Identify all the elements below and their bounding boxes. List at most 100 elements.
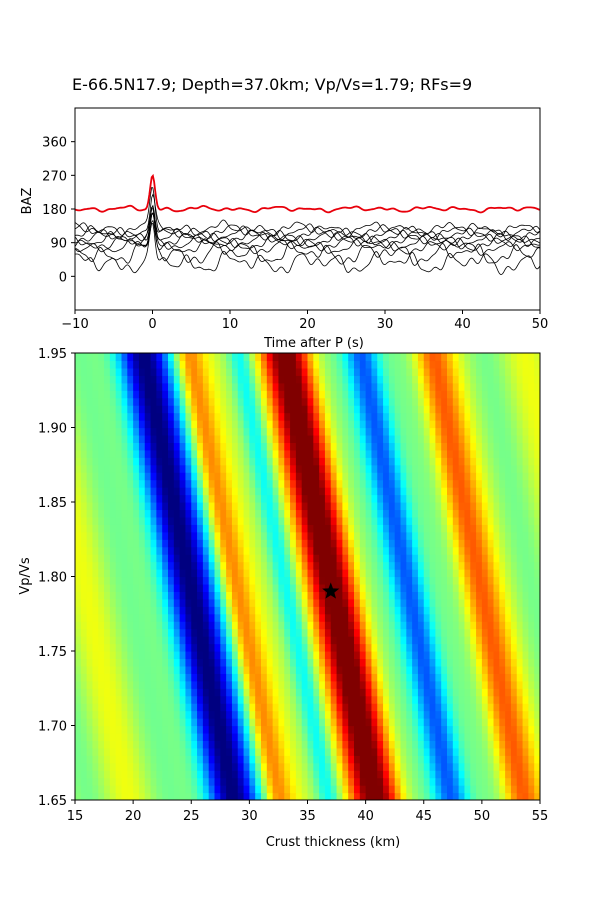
hk-cell bbox=[319, 531, 326, 540]
hk-cell bbox=[191, 747, 198, 756]
hk-cell bbox=[266, 740, 274, 749]
hk-cell bbox=[104, 464, 111, 473]
hk-cell bbox=[220, 777, 227, 786]
hk-cell bbox=[394, 397, 402, 406]
hk-cell bbox=[383, 524, 390, 533]
hk-cell bbox=[458, 427, 466, 436]
hk-cell bbox=[354, 747, 361, 756]
hk-cell bbox=[417, 628, 425, 637]
hk-cell bbox=[365, 636, 373, 645]
hk-cell bbox=[98, 434, 105, 443]
hk-cell bbox=[429, 479, 436, 488]
hk-cell bbox=[75, 546, 82, 555]
hk-cell bbox=[354, 509, 361, 518]
hk-cell bbox=[191, 382, 198, 391]
hk-cell bbox=[383, 651, 390, 660]
hk-cell bbox=[487, 621, 495, 630]
hk-cell bbox=[505, 509, 512, 518]
hk-cell bbox=[220, 703, 227, 712]
hk-cell bbox=[319, 405, 326, 414]
hk-cell bbox=[481, 442, 489, 451]
hk-cell bbox=[394, 665, 402, 674]
hk-cell bbox=[138, 390, 146, 399]
hk-cell bbox=[522, 785, 529, 794]
hk-cell bbox=[138, 628, 146, 637]
hk-cell bbox=[319, 621, 326, 630]
hk-cell bbox=[383, 442, 390, 451]
hk-cell bbox=[365, 583, 373, 592]
hk-cell bbox=[487, 658, 495, 667]
hk-cell bbox=[377, 606, 384, 615]
hk-cell bbox=[197, 732, 204, 741]
hk-cell bbox=[121, 613, 128, 622]
hk-cell bbox=[313, 382, 320, 391]
hk-cell bbox=[388, 353, 396, 362]
hk-cell bbox=[412, 770, 419, 779]
hk-cell bbox=[348, 747, 355, 756]
hk-cell bbox=[423, 382, 431, 391]
hk-cell bbox=[447, 703, 454, 712]
hk-cell bbox=[214, 598, 221, 607]
hk-cell bbox=[173, 449, 181, 458]
hk-cell bbox=[295, 561, 303, 570]
hk-cell bbox=[272, 703, 280, 712]
hk-cell bbox=[214, 651, 221, 660]
hk-cell bbox=[104, 487, 111, 496]
hk-cell bbox=[441, 353, 448, 362]
hk-cell bbox=[441, 516, 448, 525]
stacked-rf-trace bbox=[75, 173, 540, 214]
hk-cell bbox=[516, 464, 524, 473]
hk-cell bbox=[266, 680, 274, 689]
hk-cell bbox=[185, 710, 192, 719]
hk-cell bbox=[307, 502, 314, 511]
hk-cell bbox=[150, 442, 157, 451]
hk-cell bbox=[249, 673, 256, 682]
hk-cell bbox=[86, 785, 94, 794]
hk-cell bbox=[429, 502, 436, 511]
hk-cell bbox=[534, 420, 540, 429]
hk-cell bbox=[307, 613, 314, 622]
hk-cell bbox=[371, 353, 378, 362]
hk-cell bbox=[447, 710, 454, 719]
hk-cell bbox=[301, 554, 309, 563]
hk-cell bbox=[237, 382, 245, 391]
hk-cell bbox=[226, 591, 233, 600]
hk-cell bbox=[336, 487, 343, 496]
hk-cell bbox=[301, 688, 309, 697]
hk-cell bbox=[92, 494, 99, 503]
hk-cell bbox=[255, 472, 262, 481]
hk-cell bbox=[307, 762, 314, 771]
hk-cell bbox=[534, 457, 540, 466]
hk-cell bbox=[266, 502, 274, 511]
hk-cell bbox=[92, 732, 99, 741]
hk-cell bbox=[470, 539, 477, 548]
hk-cell bbox=[464, 755, 471, 764]
hk-cell bbox=[400, 412, 407, 421]
hk-cell bbox=[383, 695, 390, 704]
hk-cell bbox=[144, 561, 152, 570]
hk-cell bbox=[162, 442, 169, 451]
hk-cell bbox=[371, 405, 378, 414]
hk-cell bbox=[104, 531, 111, 540]
hk-cell bbox=[394, 606, 402, 615]
hk-cell bbox=[505, 539, 512, 548]
hk-cell bbox=[127, 509, 134, 518]
hk-cell bbox=[487, 524, 495, 533]
rf-x-tick-label: 50 bbox=[532, 317, 549, 332]
hk-cell bbox=[162, 427, 169, 436]
hk-cell bbox=[197, 680, 204, 689]
hk-cell bbox=[342, 688, 349, 697]
hk-cell bbox=[98, 397, 105, 406]
hk-cell bbox=[104, 732, 111, 741]
hk-cell bbox=[417, 390, 425, 399]
hk-cell bbox=[441, 382, 448, 391]
hk-cell bbox=[354, 434, 361, 443]
hk-cell bbox=[394, 420, 402, 429]
hk-cell bbox=[156, 360, 163, 369]
hk-cell bbox=[476, 502, 483, 511]
hk-cell bbox=[191, 658, 198, 667]
hk-cell bbox=[505, 531, 512, 540]
hk-cell bbox=[458, 583, 466, 592]
hk-cell bbox=[470, 688, 477, 697]
hk-cell bbox=[104, 643, 111, 652]
